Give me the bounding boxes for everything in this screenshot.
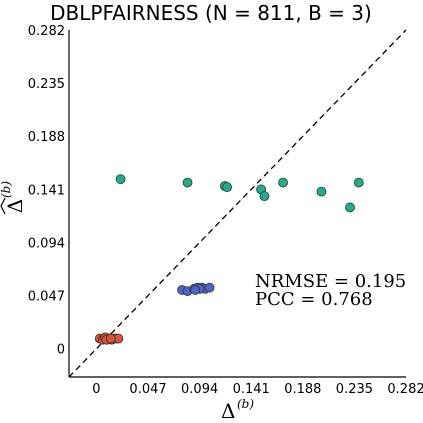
y-tick-label: 0.188 — [28, 130, 65, 145]
identity-reference-line — [68, 29, 407, 378]
y-tick-label: 0.282 — [28, 24, 65, 39]
data-point — [105, 333, 116, 344]
y-tick-label: 0.047 — [28, 290, 65, 305]
x-tick-label: 0.047 — [129, 382, 166, 397]
data-point — [222, 182, 232, 193]
data-point — [259, 191, 270, 202]
pcc-annotation: PCC = 0.768 — [255, 289, 373, 310]
x-tick-labels: 0 0.047 0.094 0.141 0.188 0.235 0.282 — [92, 382, 423, 397]
data-points — [94, 174, 364, 345]
x-tick-label: 0.094 — [181, 382, 218, 397]
data-point — [204, 282, 215, 293]
data-point — [353, 177, 364, 188]
data-point — [316, 186, 327, 197]
x-tick-label: 0.235 — [336, 382, 373, 397]
data-point — [190, 285, 201, 295]
y-axis-label-hat — [0, 197, 6, 215]
x-tick-label: 0.188 — [284, 382, 321, 397]
y-tick-label: 0.235 — [28, 77, 65, 92]
data-point — [345, 202, 355, 213]
x-axis-label-symbol: Δ — [221, 399, 235, 423]
x-tick-label: 0.282 — [387, 382, 423, 397]
nrmse-annotation: NRMSE = 0.195 — [255, 271, 406, 292]
y-tick-label: 0.094 — [28, 236, 65, 251]
x-axis-label: Δ (b) — [221, 397, 254, 423]
y-tick-labels: 0 0.047 0.094 0.141 0.188 0.235 0.282 — [28, 24, 65, 358]
chart-title: DBLPFAIRNESS (N = 811, B = 3) — [50, 1, 372, 25]
y-tick-label: 0.141 — [28, 183, 65, 198]
y-axis-label-symbol: Δ — [3, 199, 27, 213]
x-axis-label-superscript: (b) — [237, 397, 254, 411]
x-tick-label: 0.141 — [233, 382, 270, 397]
data-point — [182, 177, 193, 188]
y-axis-label-superscript: (b) — [0, 181, 13, 198]
data-point — [115, 174, 126, 185]
y-axis-label: Δ (b) — [0, 181, 27, 215]
plot-area — [68, 29, 407, 378]
x-tick-label: 0 — [92, 382, 100, 397]
data-point — [278, 177, 288, 188]
y-tick-label: 0 — [57, 343, 65, 358]
